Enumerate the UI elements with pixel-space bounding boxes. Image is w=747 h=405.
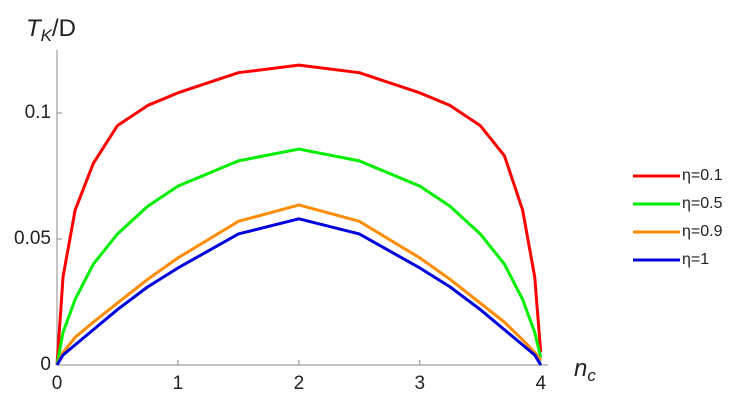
y-label-sub: K bbox=[41, 26, 53, 45]
legend-label: η=0.5 bbox=[682, 195, 723, 212]
series-line bbox=[55, 147, 543, 366]
x-tick-label: 1 bbox=[173, 373, 184, 394]
x-tick-label: 3 bbox=[415, 373, 426, 394]
y-tick-label: 0.05 bbox=[14, 228, 51, 249]
legend-label: η=0.1 bbox=[682, 167, 723, 184]
y-label-main: T bbox=[26, 15, 43, 42]
x-tick-label: 2 bbox=[294, 373, 305, 394]
y-label-suffix: /D bbox=[52, 15, 76, 42]
x-tick-label: 0 bbox=[52, 373, 63, 394]
y-tick-label: 0 bbox=[40, 354, 51, 375]
series-line bbox=[55, 63, 543, 366]
series-line bbox=[55, 203, 542, 366]
y-axis-label: TK/D bbox=[26, 15, 76, 45]
x-label-sub: c bbox=[587, 366, 596, 385]
legend-label: η=0.9 bbox=[682, 223, 723, 240]
y-tick-label: 0.1 bbox=[25, 102, 51, 123]
x-label-main: n bbox=[574, 355, 587, 382]
x-tick-label: 4 bbox=[535, 373, 546, 394]
x-axis-label: nc bbox=[574, 355, 596, 385]
legend-label: η=1 bbox=[682, 251, 709, 268]
series-line bbox=[55, 217, 543, 366]
